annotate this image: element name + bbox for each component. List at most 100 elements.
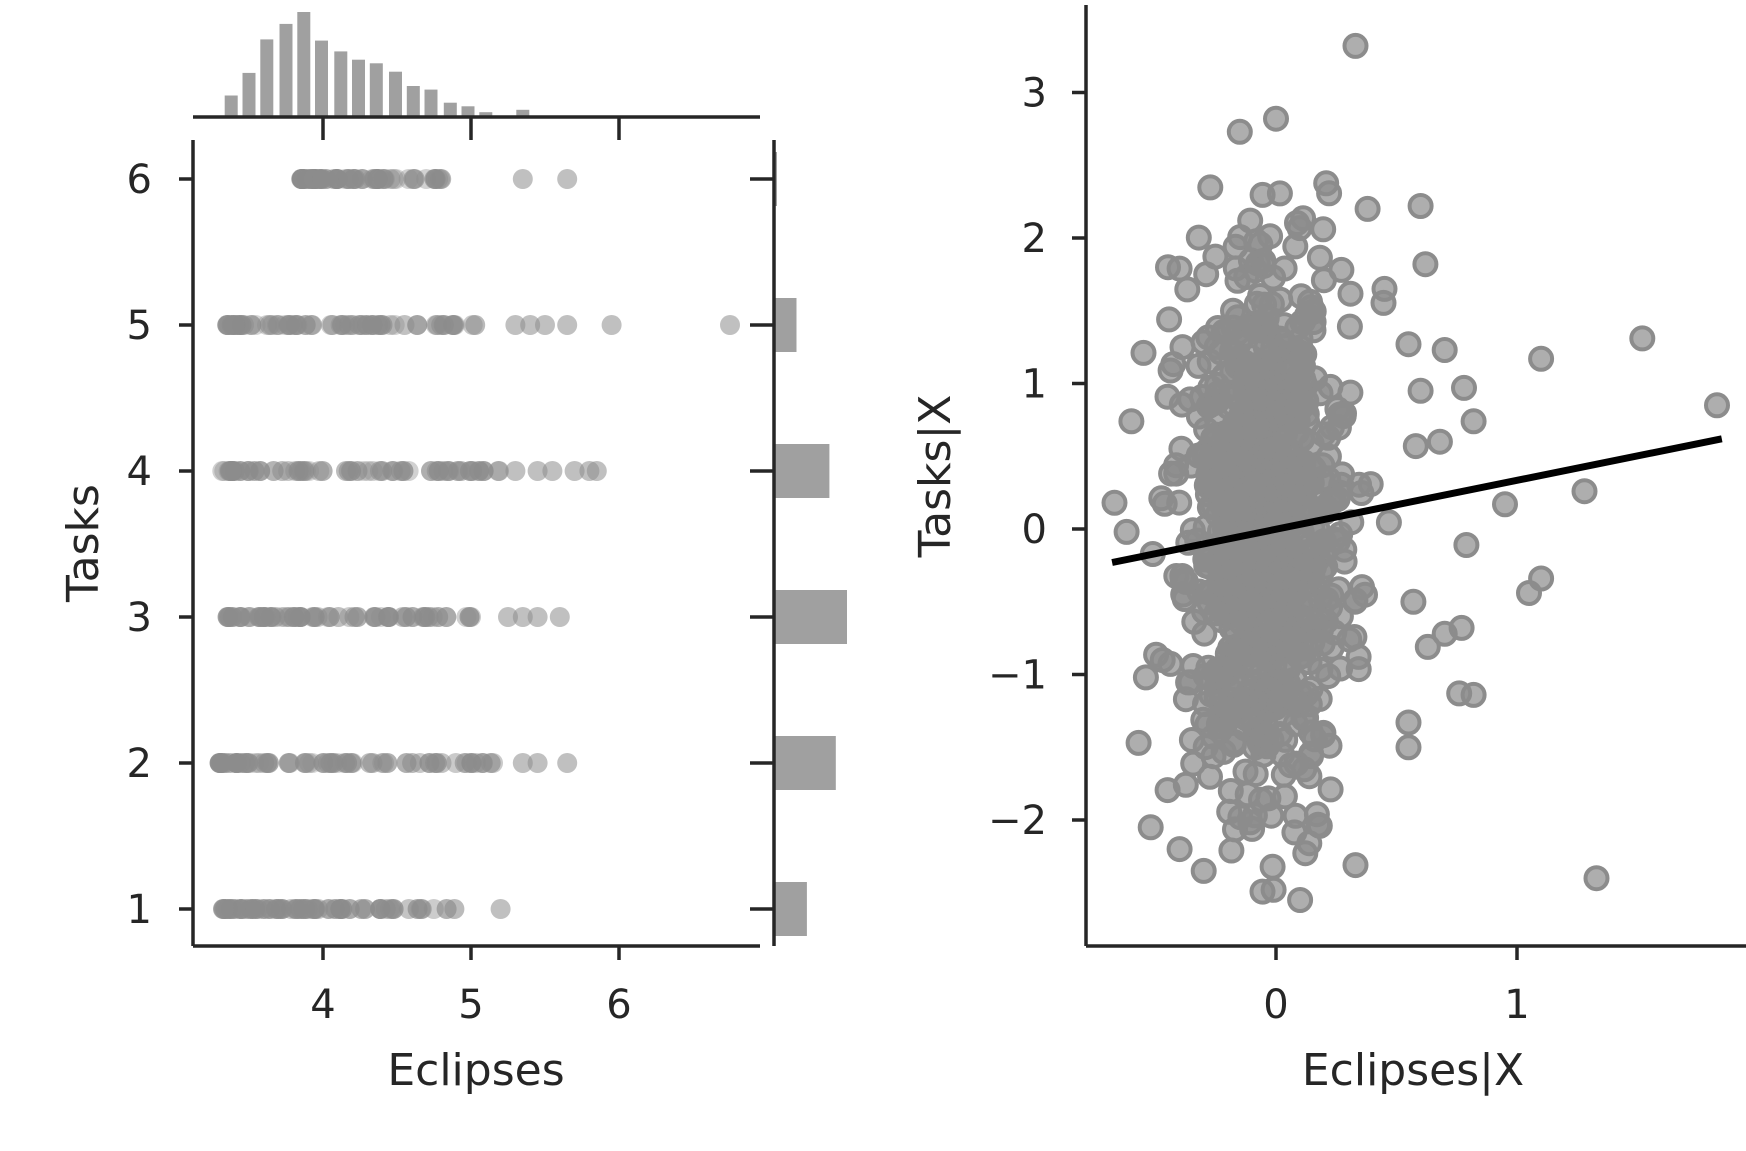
avp-point	[1290, 365, 1317, 392]
avp-point	[1284, 210, 1310, 236]
avp-point	[1194, 481, 1221, 508]
joint-point	[383, 169, 404, 189]
avp-point	[1263, 105, 1289, 132]
marginal-x-bar	[369, 63, 383, 117]
joint-point	[402, 753, 423, 773]
joint-point	[512, 169, 533, 189]
avp-point	[1327, 521, 1354, 548]
avp-point	[1451, 374, 1477, 401]
marginal-x-bar	[352, 59, 365, 117]
joint-point	[322, 315, 343, 335]
marginal-x-bar	[406, 86, 420, 117]
joint-point	[220, 461, 241, 481]
joint-point	[390, 461, 411, 481]
avp-point	[1287, 887, 1314, 913]
avp-point	[1395, 734, 1422, 761]
avp-point	[1317, 776, 1344, 803]
joint-point	[224, 315, 245, 335]
avp-point	[1348, 480, 1375, 506]
joint-point	[209, 753, 230, 773]
joint-point	[338, 169, 359, 189]
avp-point	[1629, 325, 1656, 352]
avp-point	[1202, 243, 1229, 270]
joint-point	[263, 461, 284, 481]
avp-point	[1453, 532, 1480, 558]
avp-point	[1571, 478, 1598, 505]
joint-point	[278, 315, 299, 335]
y-tick-label: 3	[127, 595, 152, 641]
joint-point	[431, 169, 452, 189]
avp-point	[1262, 691, 1289, 718]
avp-point	[1166, 836, 1193, 863]
joint-point	[304, 607, 325, 627]
avp-point	[1345, 656, 1372, 683]
avp-point	[1255, 497, 1282, 524]
x-tick-label: 4	[310, 982, 335, 1028]
avp-point	[1341, 624, 1368, 650]
avp-point	[1238, 458, 1265, 485]
joint-point	[286, 315, 307, 335]
avp-point	[1204, 388, 1230, 415]
avp-point	[1118, 408, 1145, 435]
y-tick-label: 2	[127, 741, 152, 787]
avp-point	[1243, 718, 1269, 745]
joint-y-ticks: 1 2 3 4 5 6	[127, 157, 774, 933]
joint-point	[480, 753, 501, 773]
avp-point	[1243, 290, 1270, 317]
avp-point	[1203, 600, 1230, 627]
avp-point	[1296, 763, 1323, 790]
x-tick-label: 5	[458, 982, 483, 1028]
joint-point	[549, 607, 570, 627]
avp-point	[1137, 814, 1164, 841]
avp-point	[1178, 727, 1205, 753]
joint-point	[557, 315, 578, 335]
joint-point	[259, 315, 280, 335]
joint-point	[288, 461, 309, 481]
joint-point	[430, 169, 451, 189]
avp-point	[1250, 247, 1277, 274]
joint-point	[283, 607, 304, 627]
avp-point	[1248, 412, 1275, 439]
joint-point	[290, 607, 311, 627]
avp-point	[1371, 275, 1398, 302]
avp-y-tick-label: −2	[988, 798, 1047, 844]
marginal-x-bar	[315, 40, 328, 117]
joint-point	[535, 315, 555, 335]
joint-point	[217, 315, 238, 335]
avp-point	[1181, 608, 1208, 635]
avp-point	[1270, 761, 1297, 788]
joint-point	[279, 607, 300, 627]
joint-point	[231, 315, 252, 335]
avp-point	[1313, 170, 1340, 197]
joint-point	[320, 753, 341, 773]
avp-point	[1172, 686, 1199, 713]
joint-point	[377, 753, 398, 773]
avp-point	[1315, 663, 1342, 689]
avp-point	[1395, 709, 1422, 736]
joint-point	[427, 315, 448, 335]
marginal-x-bar	[461, 106, 475, 117]
avp-point	[1528, 345, 1555, 372]
joint-point	[230, 607, 251, 627]
avp-point	[1317, 373, 1344, 400]
avp-point	[1166, 255, 1193, 282]
avp-point	[1400, 588, 1427, 615]
avp-point	[1354, 195, 1381, 222]
joint-point	[362, 315, 383, 335]
avp-point	[1171, 586, 1198, 612]
joint-point	[720, 315, 740, 335]
marginal-x-bar	[260, 39, 274, 117]
joint-point	[312, 461, 333, 481]
joint-point	[341, 753, 362, 773]
joint-point	[302, 315, 322, 335]
joint-point	[260, 607, 281, 627]
avp-point	[1274, 393, 1301, 419]
joint-point	[426, 753, 447, 773]
avp-point	[1216, 676, 1243, 703]
joint-point	[328, 607, 349, 627]
joint-point	[318, 899, 339, 919]
avp-point	[1101, 489, 1128, 516]
avp-point	[1113, 518, 1140, 545]
avp-point	[1205, 553, 1232, 580]
joint-point	[312, 169, 333, 189]
